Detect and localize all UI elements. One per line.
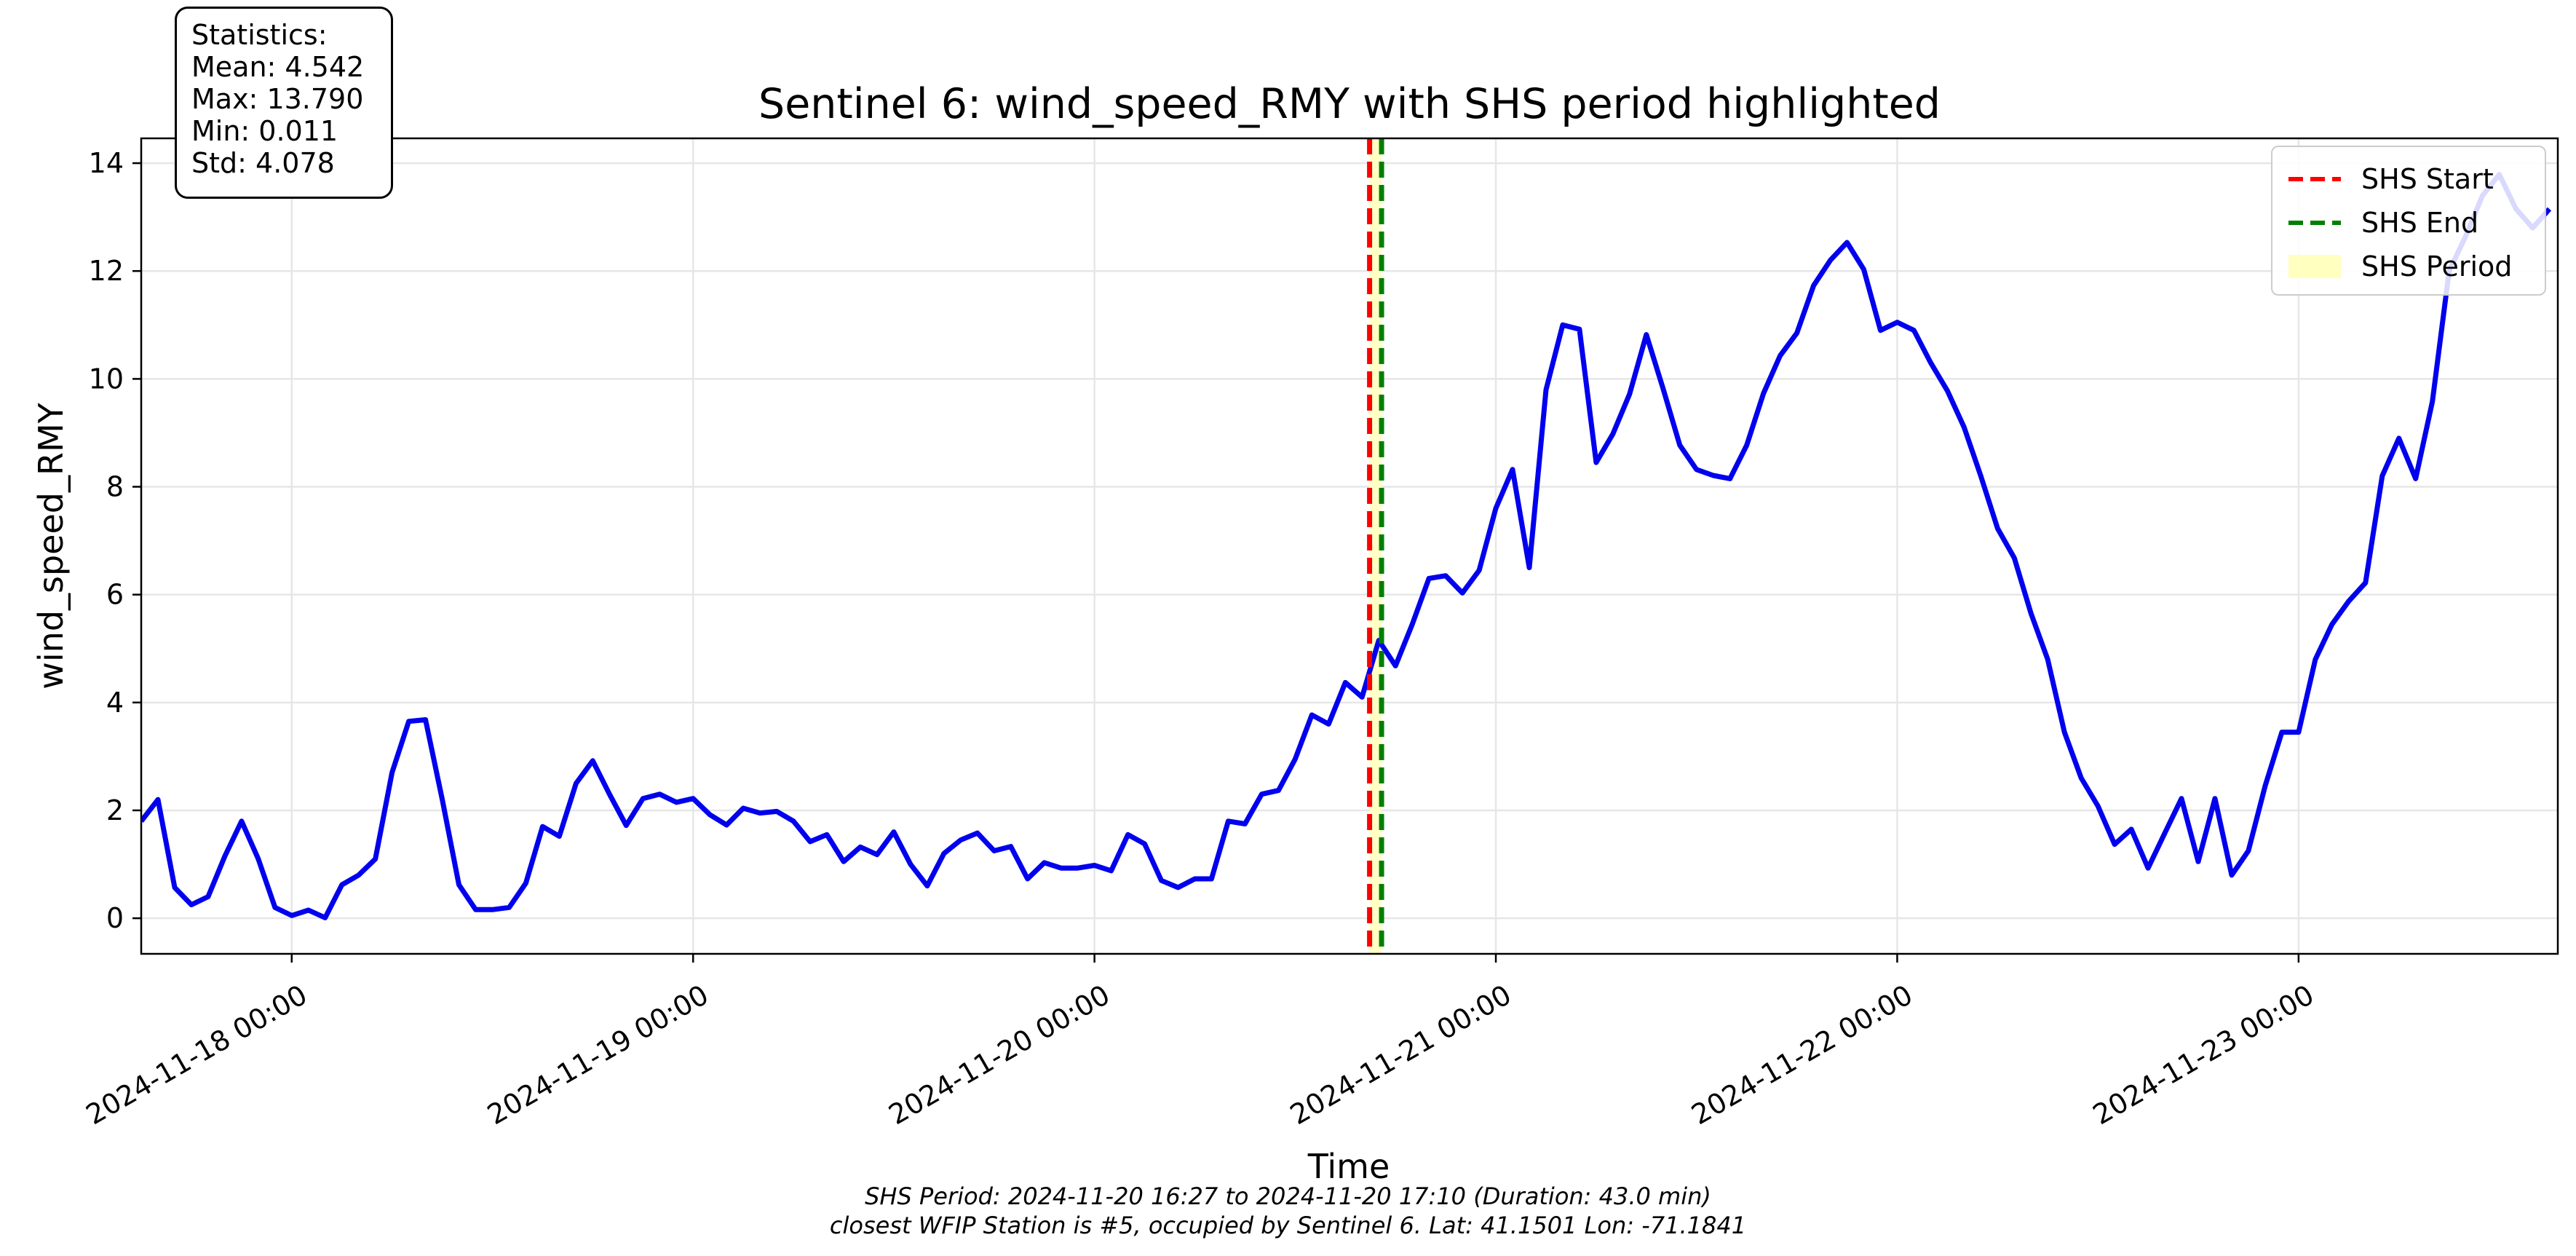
series-layer bbox=[141, 172, 2552, 920]
legend-item-shs-period: SHS Period bbox=[2286, 250, 2512, 283]
legend-item-shs-end: SHS End bbox=[2286, 207, 2478, 239]
statistics-max: Max: 13.790 bbox=[191, 83, 364, 115]
x-axis-label: Time bbox=[1307, 1147, 1390, 1186]
y-axis-label: wind_speed_RMY bbox=[31, 402, 71, 689]
x-tick-label: 2024-11-22 00:00 bbox=[1686, 979, 1918, 1131]
legend: SHS Start SHS End SHS Period bbox=[2271, 146, 2546, 296]
grid-lines bbox=[141, 138, 2558, 954]
statistics-std: Std: 4.078 bbox=[191, 147, 335, 179]
series-line bbox=[141, 172, 2552, 920]
axis-ticks: 0 2 4 6 8 10 12 14 2024-11-18 00:00 2024-11-19 00… bbox=[81, 147, 2320, 1131]
x-tick-label: 2024-11-20 00:00 bbox=[884, 979, 1116, 1131]
y-tick-label: 6 bbox=[106, 579, 124, 611]
y-tick-label: 0 bbox=[106, 902, 124, 934]
statistics-box: Statistics: Mean: 4.542 Max: 13.790 Min:… bbox=[175, 7, 393, 199]
y-tick-label: 8 bbox=[106, 471, 124, 503]
x-tick-label: 2024-11-19 00:00 bbox=[482, 979, 714, 1131]
legend-swatch-shs-end bbox=[2288, 221, 2341, 225]
y-tick-label: 2 bbox=[106, 794, 124, 826]
statistics-mean: Mean: 4.542 bbox=[191, 51, 365, 83]
legend-swatch-shs-period bbox=[2288, 255, 2341, 278]
footer-shs-period: SHS Period: 2024-11-20 16:27 to 2024-11-… bbox=[865, 1182, 1711, 1210]
legend-label-shs-end: SHS End bbox=[2361, 207, 2479, 239]
x-tick-label: 2024-11-23 00:00 bbox=[2088, 979, 2320, 1131]
x-tick-label: 2024-11-21 00:00 bbox=[1285, 979, 1517, 1131]
shs-period-band bbox=[1369, 138, 1382, 954]
legend-item-shs-start: SHS Start bbox=[2286, 163, 2494, 195]
y-tick-label: 14 bbox=[89, 147, 124, 179]
x-tick-label: 2024-11-18 00:00 bbox=[81, 979, 313, 1131]
statistics-min: Min: 0.011 bbox=[191, 115, 338, 147]
plot-frame bbox=[140, 137, 2559, 955]
y-tick-label: 12 bbox=[89, 255, 124, 287]
legend-swatch-shs-start bbox=[2288, 177, 2341, 181]
chart-title: Sentinel 6: wind_speed_RMY with SHS peri… bbox=[758, 80, 1941, 128]
statistics-heading: Statistics: bbox=[191, 19, 328, 51]
legend-label-shs-period: SHS Period bbox=[2361, 250, 2513, 283]
y-tick-label: 10 bbox=[89, 363, 124, 395]
y-tick-label: 4 bbox=[106, 687, 124, 719]
footer-station-info: closest WFIP Station is #5, occupied by … bbox=[829, 1212, 1747, 1239]
legend-label-shs-start: SHS Start bbox=[2361, 163, 2494, 195]
